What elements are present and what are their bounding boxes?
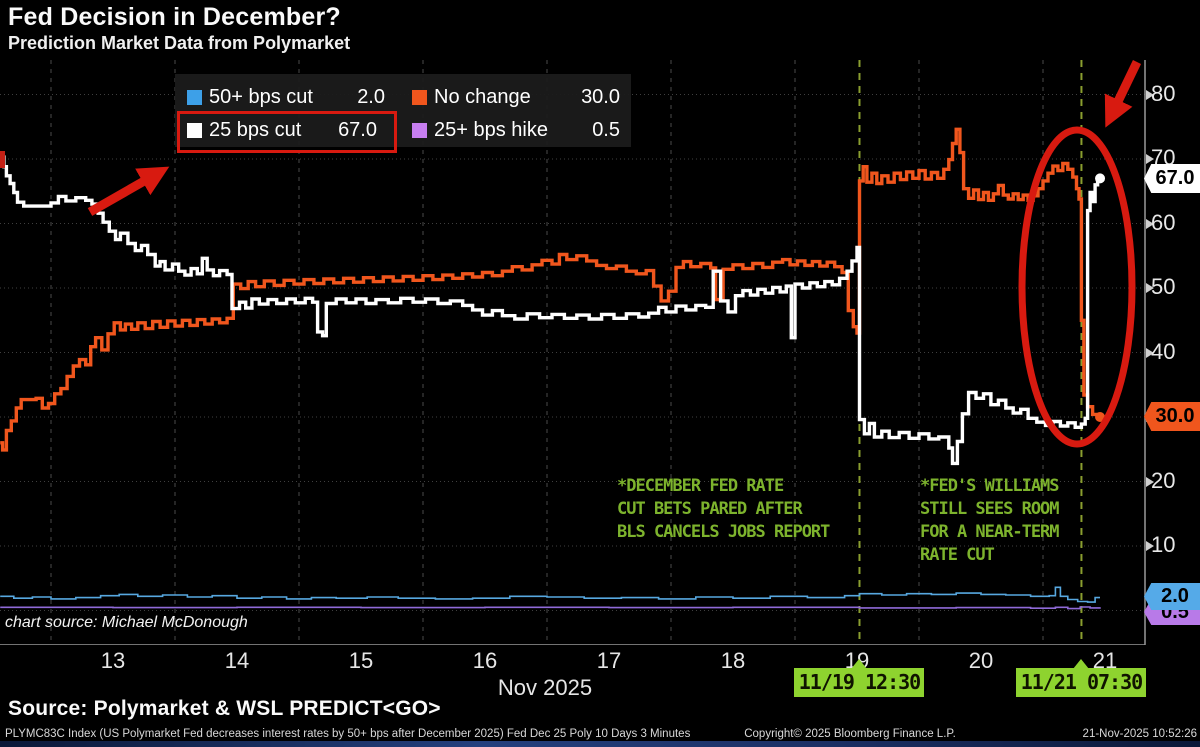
x-tick-label: 18 (720, 648, 746, 673)
x-tick-label: 17 (596, 648, 622, 673)
y-tick-label: 50 (1151, 274, 1176, 299)
last-value-tag-50-bps-cut: 2.0 (1144, 583, 1200, 610)
terminal-timestamp: 21-Nov-2025 10:52:26 (1082, 728, 1197, 740)
x-tick-label: 16 (472, 648, 498, 673)
source-line: Source: Polymarket & WSL PREDICT<GO> (8, 697, 441, 720)
y-tick-label: 20 (1151, 467, 1176, 493)
legend-swatch-white (187, 122, 202, 138)
terminal-copyright: Copyright© 2025 Bloomberg Finance L.P. (744, 728, 956, 740)
legend-value: 2.0 (357, 85, 385, 108)
legend-label: No change (434, 85, 531, 108)
last-value-tag-no-change: 30.0 (1144, 402, 1200, 431)
series-25-bps-cut (0, 155, 1100, 466)
y-tick-mark (1146, 89, 1154, 100)
series-no-change (0, 127, 1100, 452)
y-tick-label: 40 (1151, 338, 1176, 364)
red-arrow-top-right (1104, 60, 1142, 128)
legend-value: 30.0 (581, 85, 620, 108)
legend-label: 50+ bps cut (209, 85, 313, 108)
legend-item-25-bps-hike: 25+ bps hike 0.5 (412, 117, 620, 143)
legend-swatch-blue (187, 89, 202, 105)
news-annotation-bls: *DECEMBER FED RATE CUT BETS PARED AFTER … (617, 476, 830, 542)
legend (175, 74, 631, 147)
legend-item-25-bps-cut: 25 bps cut 67.0 (187, 117, 377, 143)
terminal-security-description: PLYMC83C Index (US Polymarket Fed decrea… (5, 728, 691, 740)
legend-swatch-orange (412, 89, 427, 105)
series-25-bps-cut-end-dot (1095, 173, 1106, 184)
realtime-red-mark (0, 151, 5, 168)
event-tick-triangle (851, 659, 868, 669)
series-50-bps-cut (0, 586, 1100, 603)
y-tick-mark (1146, 476, 1154, 487)
y-tick-mark (1146, 347, 1154, 358)
event-timestamp-tag: 11/19 12:30 (794, 668, 925, 697)
y-tick-label: 10 (1151, 532, 1176, 557)
legend-value: 67.0 (338, 118, 377, 141)
y-tick-mark (1146, 218, 1154, 229)
x-tick-label: 15 (348, 648, 374, 673)
red-arrow-to-legend (87, 166, 170, 216)
series-25-bps-hike (0, 606, 1101, 610)
x-tick-label: 20 (968, 648, 994, 673)
x-tick-label: 14 (224, 648, 250, 673)
red-circle-annotation (1018, 126, 1136, 448)
page-title: Fed Decision in December? (8, 3, 341, 31)
y-tick-label: 60 (1151, 209, 1176, 235)
last-value-tag-25-bps-cut: 67.0 (1144, 164, 1200, 193)
legend-swatch-purple (412, 122, 427, 138)
news-annotation-williams: *FED'S WILLIAMS STILL SEES ROOM FOR A NE… (920, 476, 1060, 565)
legend-value: 0.5 (592, 118, 620, 141)
y-tick-mark (1146, 541, 1154, 551)
legend-item-no-change: No change 30.0 (412, 84, 620, 110)
month-label: Nov 2025 (497, 675, 593, 700)
legend-label: 25 bps cut (209, 118, 302, 141)
y-tick-mark (1146, 283, 1154, 293)
price-chart (0, 60, 1146, 645)
page-subtitle: Prediction Market Data from Polymarket (8, 33, 351, 53)
chart-source-credit: chart source: Michael McDonough (5, 614, 248, 631)
x-tick-label: 13 (100, 648, 126, 673)
event-tick-triangle (1073, 659, 1090, 669)
taskbar-edge (0, 741, 1200, 747)
event-timestamp-tag: 11/21 07:30 (1016, 668, 1147, 697)
legend-item-50-bps-cut: 50+ bps cut 2.0 (187, 84, 385, 110)
y-tick-label: 80 (1151, 80, 1176, 106)
legend-label: 25+ bps hike (434, 118, 548, 141)
y-tick-mark (1146, 154, 1154, 164)
red-highlight-box (177, 111, 397, 153)
